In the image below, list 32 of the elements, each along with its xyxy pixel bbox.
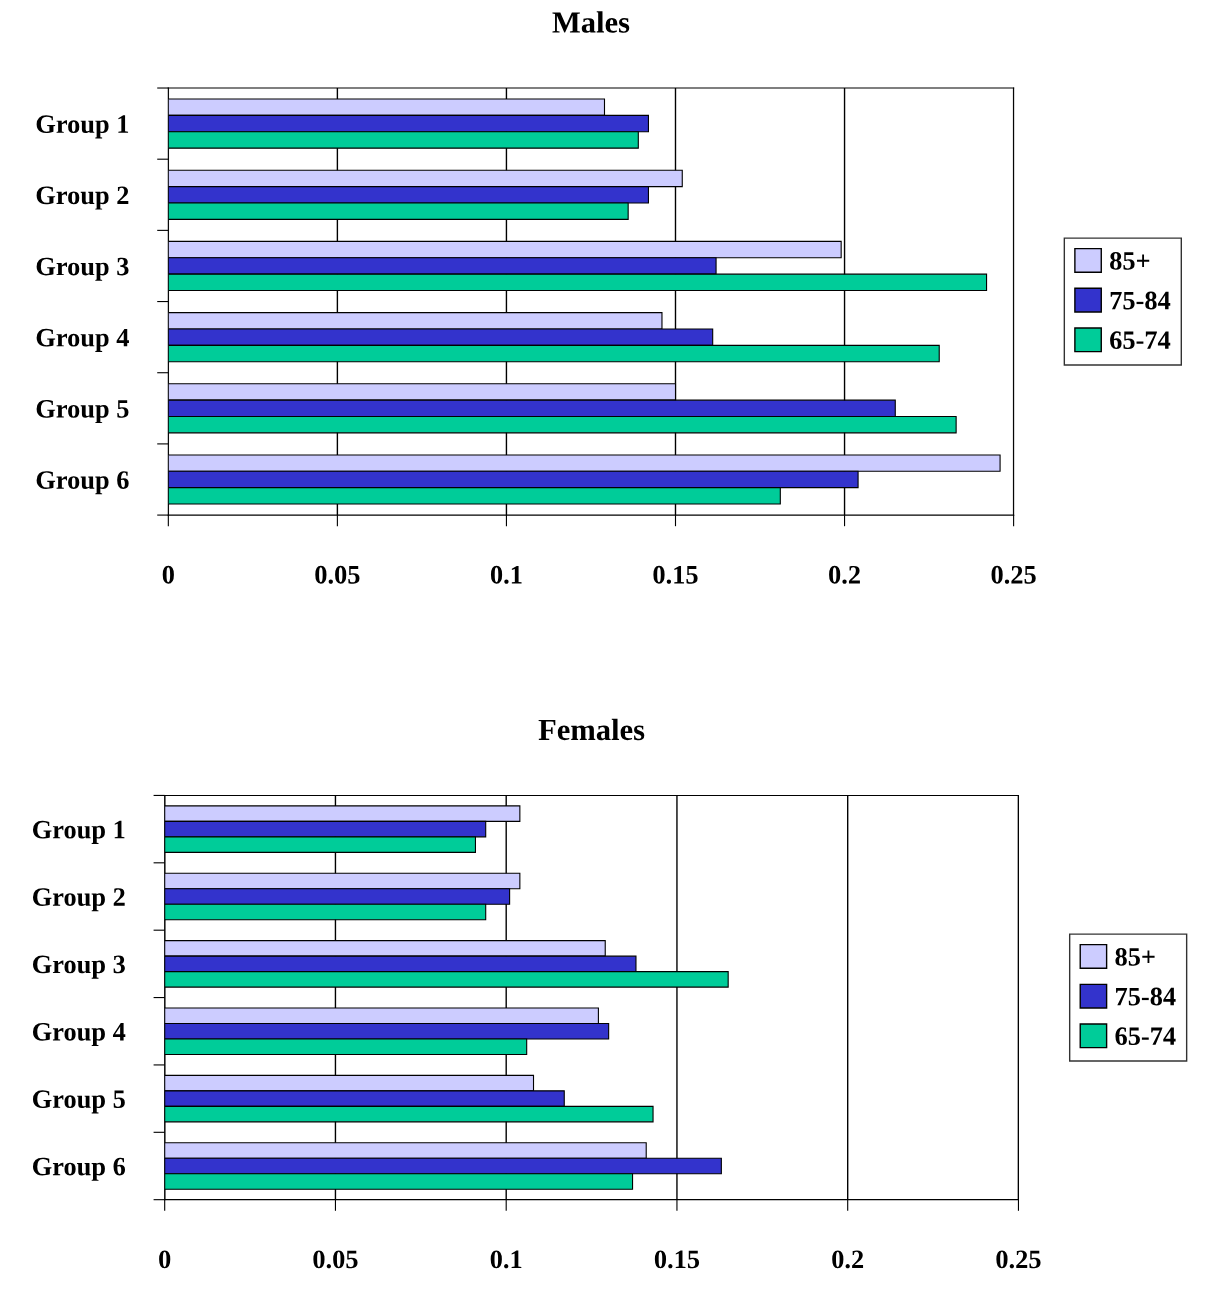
legend-label: 85+ [1110, 251, 1150, 270]
legend-label: 75-84 [1116, 987, 1176, 1006]
x-tick-label: 0 [162, 565, 174, 584]
legend-label: 85+ [1115, 947, 1155, 966]
x-tick-label: 0.15 [654, 1250, 700, 1269]
y-tick-label: Group 1 [36, 115, 129, 139]
x-tick-label: 0.2 [832, 1250, 864, 1269]
x-tick-label: 0.1 [490, 1250, 522, 1269]
y-tick-label: Group 2 [36, 186, 129, 210]
x-tick-label: 0.2 [829, 565, 860, 584]
y-tick-label: Group 3 [36, 257, 129, 281]
x-tick-label: 0.25 [996, 1250, 1041, 1269]
y-tick-label: Group 1 [32, 820, 125, 844]
y-tick-label: Group 5 [36, 400, 129, 424]
x-tick-label: 0.05 [315, 565, 360, 584]
x-tick-label: 0.25 [991, 565, 1036, 584]
y-tick-label: Group 6 [32, 1157, 126, 1181]
x-tick-label: 0.05 [313, 1250, 358, 1269]
y-tick-label: Group 4 [36, 328, 129, 352]
x-tick-label: 0.1 [490, 565, 522, 584]
chart-title: Females [538, 718, 645, 741]
y-tick-label: Group 3 [32, 955, 125, 979]
y-tick-label: Group 6 [36, 471, 129, 495]
legend-label: 65-74 [1110, 331, 1171, 350]
y-tick-label: Group 2 [32, 888, 125, 912]
legend-label: 75-84 [1110, 291, 1171, 310]
x-tick-label: 0 [159, 1250, 171, 1269]
chart-title: Males [552, 11, 630, 33]
y-tick-label: Group 4 [32, 1022, 126, 1047]
y-tick-label: Group 5 [32, 1090, 125, 1114]
legend-label: 65-74 [1115, 1027, 1176, 1046]
x-tick-label: 0.15 [653, 565, 698, 584]
